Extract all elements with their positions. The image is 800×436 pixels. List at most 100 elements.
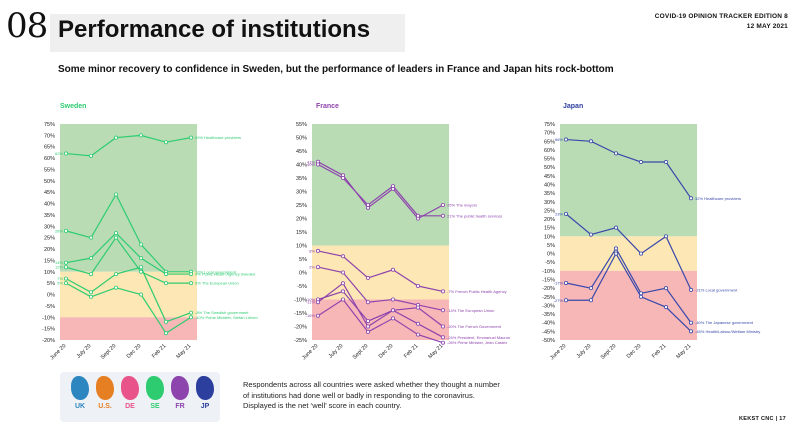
data-point [589,298,594,303]
data-point [89,235,94,240]
end-series-label: 69% Healthcare providers [195,135,241,140]
data-point [689,329,694,334]
data-point [440,308,445,313]
series-line-france-1 [317,163,443,217]
y-tick-label: -35% [542,312,555,318]
data-point [440,324,445,329]
start-value-label: 2% [309,265,315,270]
y-tick-label: 75% [44,122,55,128]
data-point [589,139,594,144]
data-point [664,305,669,310]
y-tick-label: 20% [296,217,307,223]
uk-map-icon [71,376,89,400]
y-tick-label: -45% [542,329,555,335]
data-point [163,281,168,286]
y-tick-label: 50% [544,165,555,171]
y-tick-label: -5% [545,260,555,266]
start-value-label: 41% [307,159,315,164]
x-tick-label: May 21 [675,343,692,360]
end-series-label: 32% Healthcare providers [695,196,741,201]
start-value-label: -27% [554,298,564,303]
data-point [138,242,143,247]
data-point [664,160,669,165]
x-tick-label: Dec 20 [126,343,143,360]
data-point [589,232,594,237]
data-point [64,228,69,233]
x-tick-label: June 20 [301,343,319,361]
data-point [614,151,619,156]
y-tick-label: 25% [296,203,307,209]
data-point [614,225,619,230]
data-point [89,256,94,261]
series-line-france-4 [317,290,444,327]
end-series-label: 10% Local government [195,269,237,274]
data-point [440,335,445,340]
band-sweden-1 [60,271,197,318]
series-line-sweden-3 [65,236,191,284]
footer-page-label: KEKST CNC | 17 [739,416,786,422]
data-point [114,192,119,197]
x-tick-label: July 20 [76,343,93,360]
data-point [315,248,320,253]
data-point [64,260,69,265]
series-line-france-3 [317,266,444,311]
data-point [138,133,143,138]
y-tick-label: 0% [547,252,555,258]
data-point [564,298,569,303]
y-tick-label: 50% [44,179,55,185]
series-line-sweden-0 [65,134,192,157]
start-value-label: 66% [555,137,563,142]
us-map-icon [96,376,114,400]
jp-map-icon [196,376,214,400]
start-value-label: 62% [55,151,63,156]
de-map-icon [121,376,139,400]
y-tick-label: 55% [296,122,307,128]
y-tick-label: 10% [544,234,555,240]
data-point [639,251,644,256]
data-point [163,272,168,277]
legend-item-fr: FR [168,376,192,410]
data-point [188,281,193,286]
data-point [614,251,619,256]
y-tick-label: 55% [544,157,555,163]
start-value-label: 8% [309,248,315,253]
start-value-label: 12% [55,265,63,270]
data-point [564,280,569,285]
y-tick-label: 55% [44,167,55,173]
y-tick-label: 25% [544,208,555,214]
y-tick-label: 35% [296,176,307,182]
data-point [188,310,193,315]
data-point [440,289,445,294]
y-tick-label: -25% [542,295,555,301]
start-value-label: 23% [555,211,563,216]
data-point [163,140,168,145]
chart-title-france: France [316,103,339,110]
x-tick-label: May 21 [427,343,444,360]
x-tick-label: June 20 [49,343,67,361]
start-value-label: 5% [57,281,63,286]
y-tick-label: -5% [45,304,55,310]
y-tick-label: 40% [296,163,307,169]
y-tick-label: -20% [42,338,55,344]
chart-title-japan: Japan [563,103,583,110]
start-value-label: 40% [307,162,315,167]
data-point [340,297,345,302]
legend-label-de: DE [125,403,135,410]
footnote: Respondents across all countries were as… [243,380,500,410]
y-tick-label: -40% [542,321,555,327]
data-point [138,265,143,270]
start-value-label: 28% [55,228,63,233]
data-point [365,275,370,280]
y-tick-label: 75% [544,122,555,128]
data-point [440,213,445,218]
y-tick-label: 65% [44,145,55,151]
data-point [340,175,345,180]
y-tick-label: 30% [296,190,307,196]
data-point [614,246,619,251]
data-point [365,329,370,334]
x-tick-label: Sept 20 [600,343,618,361]
chart-title-sweden: Sweden [60,103,86,110]
y-tick-label: -10% [542,269,555,275]
series-line-sweden-2 [65,232,191,275]
data-point [340,281,345,286]
